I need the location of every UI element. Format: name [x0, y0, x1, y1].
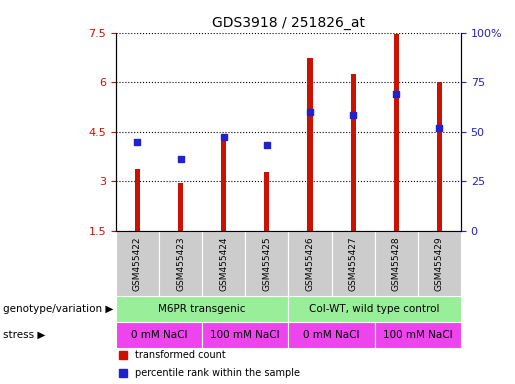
Text: GSM455422: GSM455422 — [133, 236, 142, 291]
Bar — [288, 296, 461, 322]
Text: transformed count: transformed count — [135, 350, 226, 360]
Text: GSM455428: GSM455428 — [392, 236, 401, 291]
Bar — [202, 231, 245, 296]
Text: GSM455424: GSM455424 — [219, 236, 228, 291]
Bar — [116, 296, 288, 322]
Point — [219, 134, 228, 140]
Bar — [418, 231, 461, 296]
Text: GSM455426: GSM455426 — [305, 236, 315, 291]
Bar — [288, 231, 332, 296]
Bar — [221, 136, 226, 231]
Bar — [159, 231, 202, 296]
Text: GSM455425: GSM455425 — [262, 236, 271, 291]
Text: 100 mM NaCl: 100 mM NaCl — [211, 330, 280, 340]
Point — [177, 156, 185, 162]
Text: percentile rank within the sample: percentile rank within the sample — [135, 368, 300, 378]
Text: M6PR transgenic: M6PR transgenic — [159, 304, 246, 314]
Bar — [393, 34, 399, 231]
Bar — [307, 58, 313, 231]
Text: Col-WT, wild type control: Col-WT, wild type control — [310, 304, 440, 314]
Point — [435, 126, 443, 132]
Text: 0 mM NaCl: 0 mM NaCl — [303, 330, 360, 340]
Text: 0 mM NaCl: 0 mM NaCl — [131, 330, 187, 340]
Text: genotype/variation ▶: genotype/variation ▶ — [3, 304, 113, 314]
Text: GSM455427: GSM455427 — [349, 236, 357, 291]
Text: stress ▶: stress ▶ — [3, 330, 45, 340]
Bar — [288, 322, 374, 348]
Title: GDS3918 / 251826_at: GDS3918 / 251826_at — [212, 16, 365, 30]
Bar — [375, 231, 418, 296]
Bar — [375, 322, 461, 348]
Text: GSM455429: GSM455429 — [435, 236, 444, 291]
Bar — [178, 183, 183, 231]
Point — [263, 142, 271, 148]
Text: 100 mM NaCl: 100 mM NaCl — [383, 330, 453, 340]
Bar — [332, 231, 375, 296]
Point — [133, 139, 142, 145]
Point — [306, 109, 314, 115]
Bar — [135, 169, 140, 231]
Point — [349, 112, 357, 118]
Bar — [202, 322, 288, 348]
Text: GSM455423: GSM455423 — [176, 236, 185, 291]
Bar — [437, 82, 442, 231]
Bar — [116, 231, 159, 296]
Bar — [351, 74, 356, 231]
Bar — [264, 172, 269, 231]
Point — [392, 91, 400, 97]
Bar — [116, 322, 202, 348]
Bar — [245, 231, 288, 296]
